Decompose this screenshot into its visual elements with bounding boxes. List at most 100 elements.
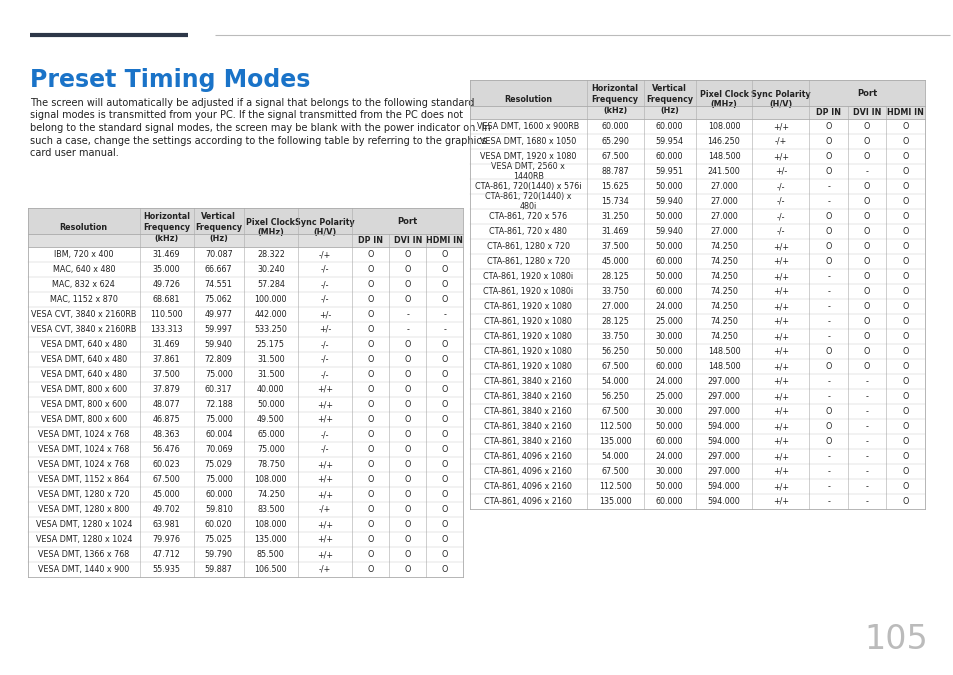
Text: O: O [367, 295, 374, 304]
Text: The screen will automatically be adjusted if a signal that belongs to the follow: The screen will automatically be adjuste… [30, 98, 474, 108]
Text: O: O [441, 370, 447, 379]
Text: 59.887: 59.887 [205, 565, 233, 574]
Text: 50.000: 50.000 [655, 212, 682, 221]
Text: 146.250: 146.250 [707, 137, 740, 146]
Text: +/+: +/+ [772, 437, 788, 446]
Text: MAC, 1152 x 870: MAC, 1152 x 870 [50, 295, 117, 304]
Text: -: - [864, 377, 867, 386]
Text: O: O [404, 385, 411, 394]
Text: 37.500: 37.500 [600, 242, 628, 251]
Text: such a case, change the settings according to the following table by referring t: such a case, change the settings accordi… [30, 136, 486, 146]
Text: O: O [404, 295, 411, 304]
Text: +/+: +/+ [772, 272, 788, 281]
Text: -/+: -/+ [318, 505, 331, 514]
Text: O: O [863, 287, 869, 296]
Text: O: O [367, 475, 374, 484]
Text: 27.000: 27.000 [709, 212, 737, 221]
Text: O: O [863, 152, 869, 161]
Text: 74.250: 74.250 [256, 490, 285, 499]
Text: O: O [367, 565, 374, 574]
Text: -: - [864, 497, 867, 506]
Text: 57.284: 57.284 [256, 280, 285, 289]
Text: 37.861: 37.861 [152, 355, 180, 364]
Text: -/-: -/- [320, 355, 329, 364]
Bar [470, 299, 924, 314]
Text: O: O [404, 370, 411, 379]
Text: O: O [441, 535, 447, 544]
Text: 67.500: 67.500 [600, 467, 628, 476]
Text: +/-: +/- [774, 167, 786, 176]
Text: CTA-861, 720(1440) x
480i: CTA-861, 720(1440) x 480i [484, 192, 571, 211]
Bar [28, 532, 462, 547]
Text: O: O [441, 550, 447, 559]
Text: 241.500: 241.500 [707, 167, 740, 176]
Text: Port: Port [856, 88, 877, 97]
Text: 148.500: 148.500 [707, 362, 740, 371]
Text: -: - [864, 407, 867, 416]
Text: O: O [441, 400, 447, 409]
Text: O: O [441, 430, 447, 439]
Text: CTA-861, 1920 x 1080: CTA-861, 1920 x 1080 [484, 332, 572, 341]
Bar [470, 164, 924, 179]
Text: O: O [863, 317, 869, 326]
Text: -: - [826, 392, 829, 401]
Text: 28.125: 28.125 [600, 272, 628, 281]
Text: -: - [826, 332, 829, 341]
Text: Pixel Clock
(MHz): Pixel Clock (MHz) [246, 217, 295, 238]
Text: O: O [367, 250, 374, 259]
Text: O: O [863, 257, 869, 266]
Text: O: O [824, 437, 831, 446]
Text: VESA DMT, 640 x 480: VESA DMT, 640 x 480 [41, 340, 127, 349]
Text: CTA-861, 1920 x 1080i: CTA-861, 1920 x 1080i [483, 272, 573, 281]
Text: O: O [367, 505, 374, 514]
Text: O: O [367, 370, 374, 379]
Text: O: O [441, 445, 447, 454]
Text: O: O [367, 520, 374, 529]
Text: O: O [902, 497, 908, 506]
Text: 106.500: 106.500 [254, 565, 287, 574]
Text: 297.000: 297.000 [707, 467, 740, 476]
Text: 59.940: 59.940 [655, 227, 682, 236]
Text: MAC, 832 x 624: MAC, 832 x 624 [52, 280, 115, 289]
Text: 37.879: 37.879 [152, 385, 180, 394]
Text: 30.000: 30.000 [655, 467, 682, 476]
Text: CTA-861, 4096 x 2160: CTA-861, 4096 x 2160 [484, 467, 572, 476]
Text: +/+: +/+ [772, 407, 788, 416]
Text: 33.750: 33.750 [600, 332, 628, 341]
Text: card user manual.: card user manual. [30, 148, 118, 158]
Text: 15.734: 15.734 [600, 197, 628, 206]
Text: O: O [863, 332, 869, 341]
Bar [28, 472, 462, 487]
Text: O: O [863, 242, 869, 251]
Text: 45.000: 45.000 [152, 490, 180, 499]
Text: DVI IN: DVI IN [393, 236, 421, 245]
Text: 45.000: 45.000 [600, 257, 628, 266]
Text: 112.500: 112.500 [598, 482, 631, 491]
Text: 68.681: 68.681 [152, 295, 180, 304]
Text: +/+: +/+ [317, 385, 333, 394]
Text: +/-: +/- [318, 325, 331, 334]
Text: CTA-861, 4096 x 2160: CTA-861, 4096 x 2160 [484, 452, 572, 461]
Text: -: - [826, 377, 829, 386]
Text: VESA DMT, 1680 x 1050: VESA DMT, 1680 x 1050 [479, 137, 576, 146]
Text: CTA-861, 3840 x 2160: CTA-861, 3840 x 2160 [484, 437, 572, 446]
Bar [470, 344, 924, 359]
Bar [470, 434, 924, 449]
Bar [28, 367, 462, 382]
Text: +/+: +/+ [772, 347, 788, 356]
Text: 72.809: 72.809 [205, 355, 233, 364]
Text: 59.940: 59.940 [655, 197, 682, 206]
Text: VESA DMT, 1366 x 768: VESA DMT, 1366 x 768 [38, 550, 130, 559]
Text: Pixel Clock
(MHz): Pixel Clock (MHz) [699, 90, 748, 109]
Bar [470, 194, 924, 209]
Text: VESA DMT, 1024 x 768: VESA DMT, 1024 x 768 [38, 445, 130, 454]
Text: 50.000: 50.000 [655, 422, 682, 431]
Text: 25.175: 25.175 [256, 340, 285, 349]
Bar [470, 134, 924, 149]
Text: CTA-861, 1920 x 1080i: CTA-861, 1920 x 1080i [483, 287, 573, 296]
Text: 24.000: 24.000 [655, 377, 682, 386]
Text: 60.000: 60.000 [655, 362, 682, 371]
Text: -: - [826, 197, 829, 206]
Text: O: O [824, 242, 831, 251]
Text: +/+: +/+ [317, 475, 333, 484]
